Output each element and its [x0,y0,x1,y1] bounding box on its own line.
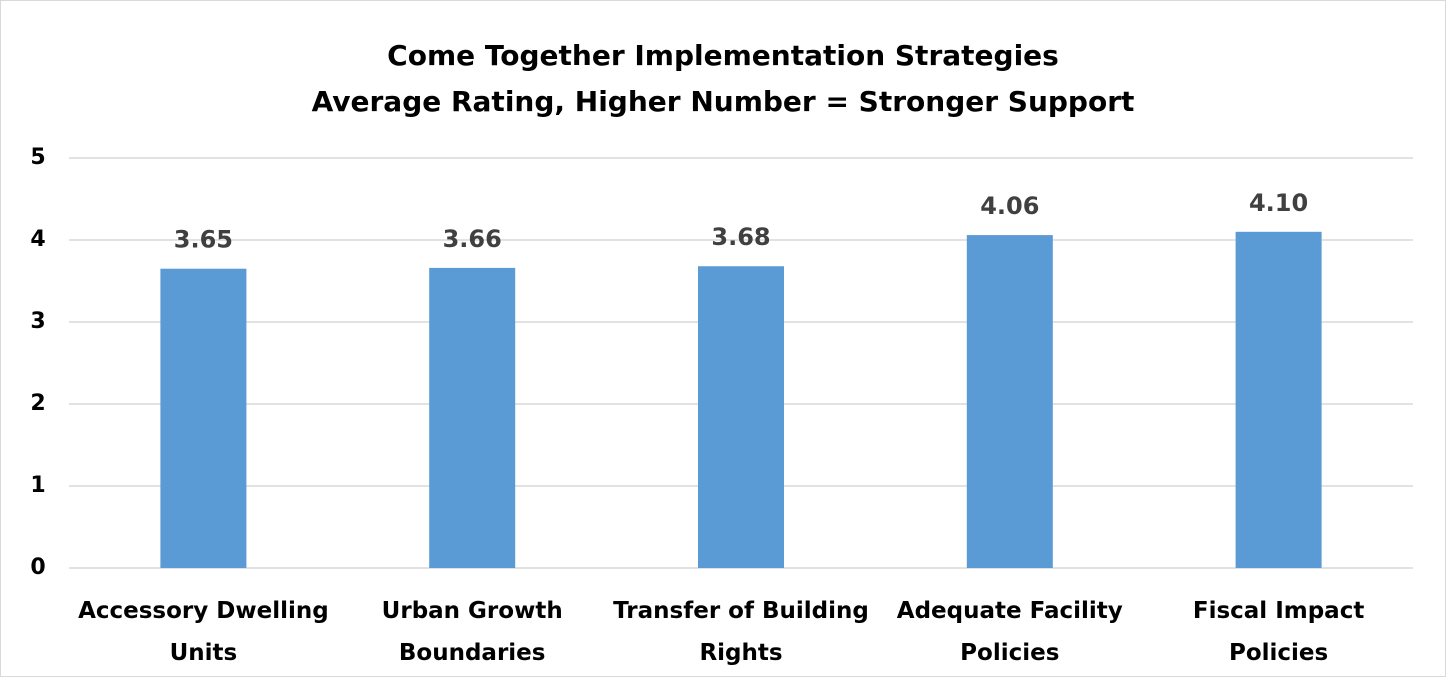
data-label: 3.65 [174,226,233,254]
bar [429,267,516,568]
y-tick-label: 3 [30,309,45,334]
bar [1235,231,1322,569]
y-tick-label: 1 [30,473,45,498]
x-tick-label: Accessory Dwelling Units [78,598,329,666]
x-tick-label: Adequate Facility Policies [896,598,1123,666]
bar [698,266,784,568]
data-label: 4.06 [980,192,1039,220]
chart-title: Come Together Implementation Strategies [387,39,1059,72]
x-tick-label: Fiscal Impact Policies [1192,598,1365,666]
y-tick-label: 4 [30,227,45,252]
bar [160,268,247,568]
data-label: 3.68 [711,223,770,251]
chart-subtitle: Average Rating, Higher Number = Stronger… [312,85,1135,118]
y-tick-label: 0 [30,555,45,580]
data-label: 4.10 [1249,189,1308,217]
bar [966,235,1053,568]
x-tick-label: Urban Growth Boundaries [381,598,563,666]
x-tick-label: Transfer of Building Rights [613,598,869,666]
data-label: 3.66 [443,225,502,253]
y-tick-label: 2 [30,391,45,416]
y-tick-label: 5 [30,145,45,170]
